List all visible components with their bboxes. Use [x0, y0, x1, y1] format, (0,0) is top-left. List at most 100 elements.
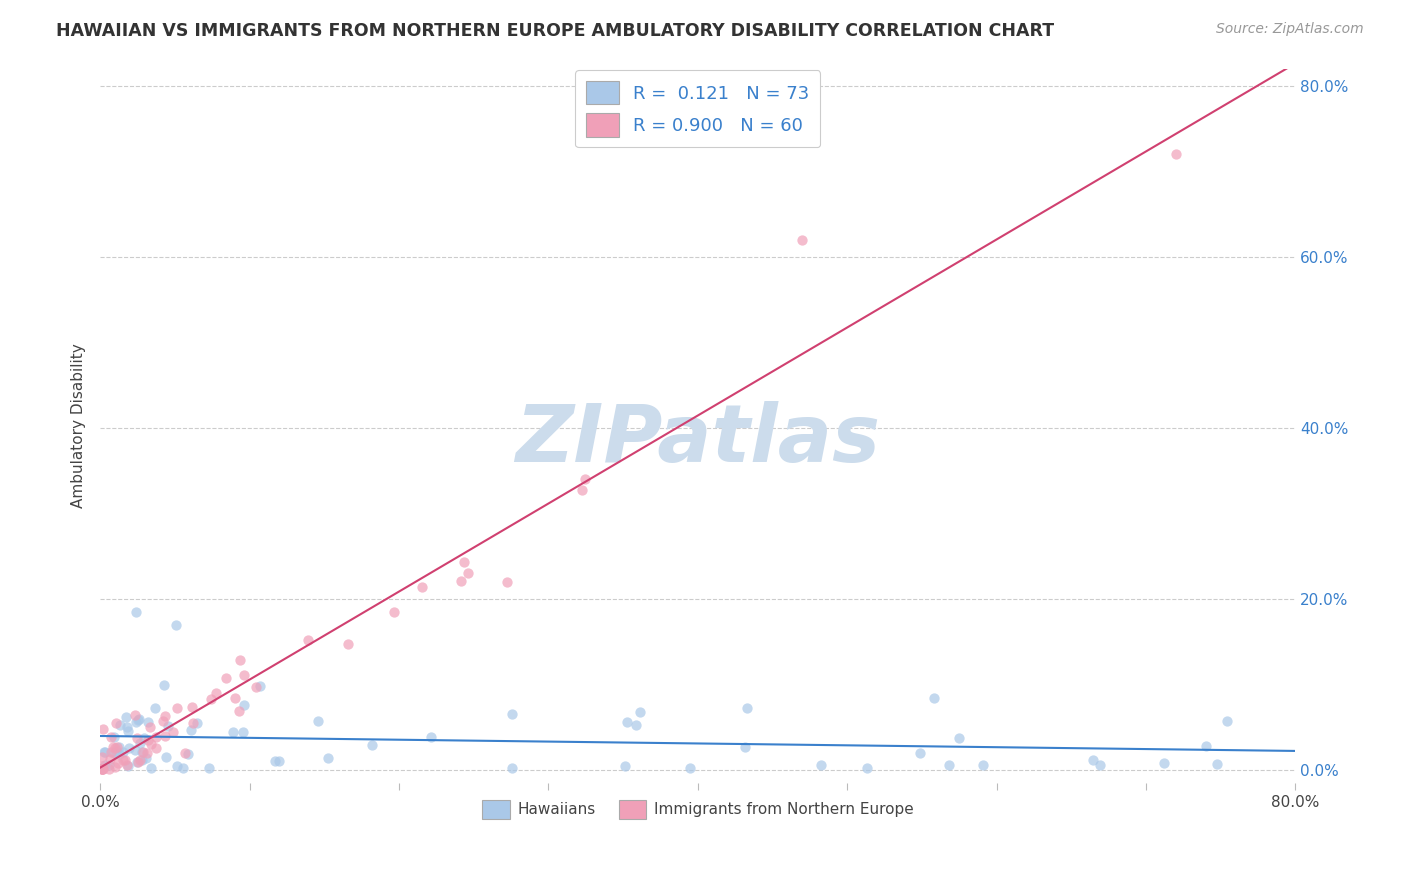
Point [574, 472, 596, 486]
Point [186, 715, 208, 730]
Point [141, 738, 163, 752]
Point [165, 617, 187, 632]
Point [224, 691, 246, 706]
Point [155, 709, 177, 723]
Point [228, 704, 250, 718]
Point [98, 752, 121, 766]
Point [734, 740, 756, 755]
Text: Source: ZipAtlas.com: Source: ZipAtlas.com [1216, 22, 1364, 37]
Point [181, 700, 204, 714]
Point [155, 750, 177, 764]
Point [153, 678, 176, 692]
Point [1153, 756, 1175, 770]
Point [453, 555, 475, 569]
Point [1164, 147, 1187, 161]
Point [180, 723, 202, 737]
Point [91, 722, 114, 736]
Point [145, 741, 167, 756]
Point [360, 738, 382, 752]
Point [115, 757, 138, 772]
Point [111, 753, 134, 767]
Point [127, 713, 149, 727]
Point [157, 718, 180, 732]
Point [382, 605, 405, 619]
Point [232, 698, 254, 712]
Point [501, 707, 523, 722]
Point [127, 731, 149, 745]
Point [152, 714, 174, 728]
Point [110, 718, 132, 732]
Point [855, 762, 877, 776]
Point [117, 759, 139, 773]
Point [103, 760, 125, 774]
Point [411, 580, 433, 594]
Point [129, 736, 152, 750]
Point [90, 759, 112, 773]
Point [131, 745, 153, 759]
Point [307, 714, 329, 728]
Text: ZIPatlas: ZIPatlas [515, 401, 880, 479]
Point [90, 762, 112, 776]
Point [103, 730, 125, 744]
Point [103, 739, 125, 754]
Point [129, 753, 152, 767]
Point [735, 700, 758, 714]
Point [616, 715, 638, 730]
Point [108, 747, 131, 761]
Point [125, 756, 148, 770]
Point [571, 483, 593, 497]
Point [111, 745, 134, 759]
Point [143, 700, 166, 714]
Point [90, 762, 112, 776]
Point [136, 733, 159, 747]
Point [166, 759, 188, 773]
Point [316, 750, 339, 764]
Point [183, 716, 205, 731]
Point [172, 761, 194, 775]
Point [105, 715, 128, 730]
Point [100, 745, 122, 759]
Point [1081, 753, 1104, 767]
Point [450, 574, 472, 588]
Point [117, 720, 139, 734]
Point [1216, 714, 1239, 728]
Point [91, 750, 114, 764]
Point [127, 755, 149, 769]
Point [229, 653, 252, 667]
Point [98, 762, 121, 776]
Text: HAWAIIAN VS IMMIGRANTS FROM NORTHERN EUROPE AMBULATORY DISABILITY CORRELATION CH: HAWAIIAN VS IMMIGRANTS FROM NORTHERN EUR… [56, 22, 1054, 40]
Point [215, 671, 238, 685]
Point [124, 708, 146, 723]
Point [104, 741, 127, 756]
Point [174, 746, 197, 760]
Point [145, 730, 167, 744]
Point [232, 668, 254, 682]
Y-axis label: Ambulatory Disability: Ambulatory Disability [72, 343, 86, 508]
Point [91, 762, 114, 776]
Point [222, 725, 245, 739]
Point [269, 754, 291, 768]
Point [200, 692, 222, 706]
Point [131, 752, 153, 766]
Point [131, 745, 153, 759]
Point [124, 743, 146, 757]
Point [105, 740, 128, 755]
Point [245, 680, 267, 694]
Point [908, 746, 931, 760]
Point [104, 744, 127, 758]
Point [457, 566, 479, 580]
Point [922, 691, 945, 706]
Point [166, 701, 188, 715]
Point [810, 757, 832, 772]
Point [496, 574, 519, 589]
Point [501, 762, 523, 776]
Point [125, 714, 148, 729]
Point [972, 757, 994, 772]
Point [232, 725, 254, 739]
Point [205, 686, 228, 700]
Point [125, 605, 148, 619]
Point [138, 720, 160, 734]
Point [93, 745, 115, 759]
Point [1194, 739, 1216, 754]
Point [938, 757, 960, 772]
